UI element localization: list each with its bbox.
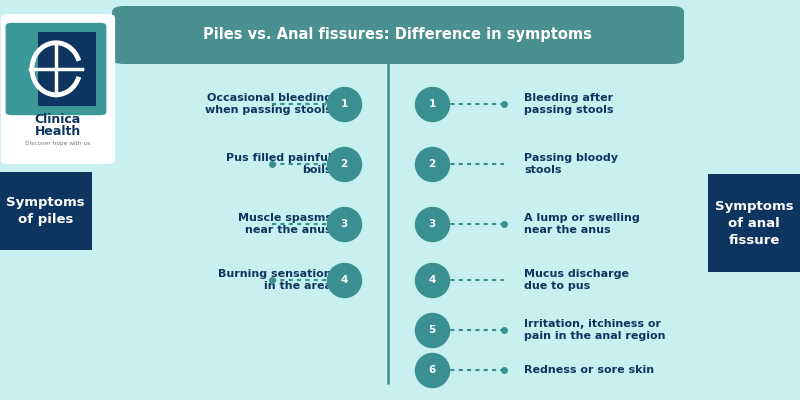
Text: Clinica: Clinica [34,113,81,126]
FancyBboxPatch shape [0,172,92,250]
Point [338,221,350,227]
Text: 6: 6 [428,365,436,375]
Point [498,221,510,227]
Text: Irritation, itchiness or
pain in the anal region: Irritation, itchiness or pain in the ana… [524,319,666,341]
Text: 1: 1 [340,99,348,109]
Point [498,101,510,107]
Point [266,161,278,167]
Text: Passing bloody
stools: Passing bloody stools [524,153,618,175]
Text: 4: 4 [340,275,348,285]
Text: Burning sensation
in the area: Burning sensation in the area [218,269,332,291]
Point [338,161,350,167]
Text: Muscle spasms
near the anus: Muscle spasms near the anus [238,213,332,235]
Point [426,101,438,107]
Point [338,277,350,283]
Text: Bleeding after
passing stools: Bleeding after passing stools [524,93,614,115]
Text: 4: 4 [428,275,436,285]
Text: 2: 2 [428,159,436,169]
Text: A lump or swelling
near the anus: A lump or swelling near the anus [524,213,640,235]
Text: Pus filled painful
boils: Pus filled painful boils [226,153,332,175]
Point [426,161,438,167]
Text: Discover hope with us: Discover hope with us [25,141,90,146]
Point [426,277,438,283]
Point [338,101,350,107]
Point [426,367,438,373]
Point [498,367,510,373]
Text: Symptoms
of anal
fissure: Symptoms of anal fissure [714,200,794,247]
Point [426,221,438,227]
FancyBboxPatch shape [708,174,800,272]
FancyBboxPatch shape [6,23,106,115]
Text: 5: 5 [428,325,436,335]
FancyBboxPatch shape [38,32,96,106]
Text: 3: 3 [428,219,436,229]
FancyBboxPatch shape [2,15,114,163]
Text: 2: 2 [340,159,348,169]
Point [498,327,510,333]
Text: Redness or sore skin: Redness or sore skin [524,365,654,375]
Text: Symptoms
of piles: Symptoms of piles [6,196,85,226]
Text: Piles vs. Anal fissures: Difference in symptoms: Piles vs. Anal fissures: Difference in s… [203,27,592,42]
Text: Health: Health [34,125,81,138]
Point [426,327,438,333]
Text: Occasional bleeding
when passing stools: Occasional bleeding when passing stools [205,93,332,115]
Point [266,277,278,283]
Text: 1: 1 [428,99,436,109]
Text: 3: 3 [340,219,348,229]
FancyBboxPatch shape [112,6,684,64]
Text: Mucus discharge
due to pus: Mucus discharge due to pus [524,269,629,291]
